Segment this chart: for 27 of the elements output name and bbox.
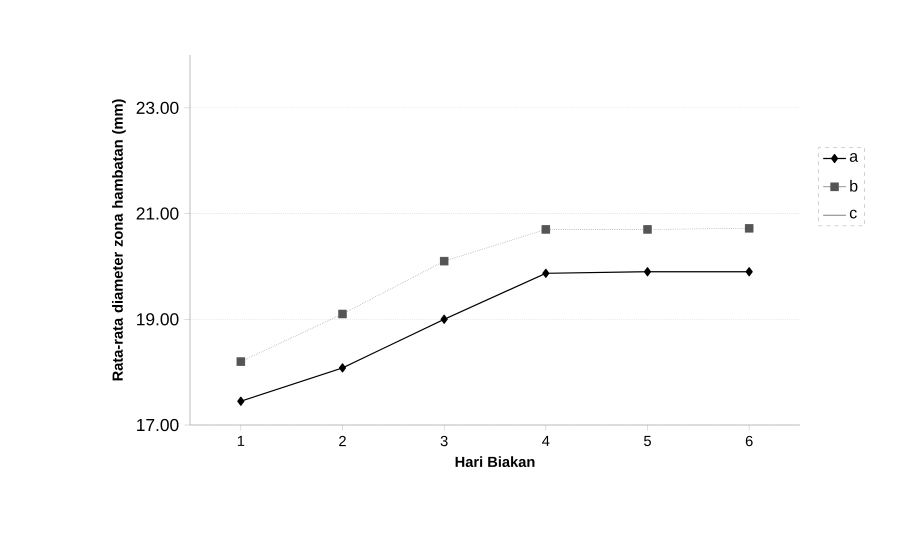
point: [542, 225, 550, 234]
point: [440, 314, 448, 324]
point: [338, 310, 347, 318]
x-tick-label: 3: [440, 436, 448, 446]
y-axis-title: Rata-rata diameter zona hambatan (mm): [112, 99, 126, 380]
point: [746, 267, 753, 276]
legend-label: a: [850, 153, 858, 162]
point: [542, 268, 550, 278]
point: [236, 357, 246, 366]
y-tick-label: 21.00: [136, 207, 178, 220]
y-tick-label: 23.00: [136, 102, 178, 114]
x-axis-title: Hari Biakan: [456, 456, 534, 468]
x-tick-label: 5: [644, 436, 651, 446]
x-tick-label: 4: [542, 436, 550, 446]
x-tick-label: 2: [339, 436, 346, 446]
x-tick-label: 1: [238, 436, 244, 446]
point: [440, 256, 448, 266]
legend-label: b: [850, 180, 858, 192]
x-tick-label: 6: [746, 436, 753, 446]
y-tick-label: 19.00: [137, 313, 178, 326]
point: [644, 267, 652, 276]
y-tick-label: 17.00: [137, 418, 178, 432]
legend-label: c: [850, 210, 857, 218]
point: [237, 396, 244, 406]
point: [744, 224, 754, 233]
point: [643, 225, 652, 234]
point: [338, 363, 346, 373]
